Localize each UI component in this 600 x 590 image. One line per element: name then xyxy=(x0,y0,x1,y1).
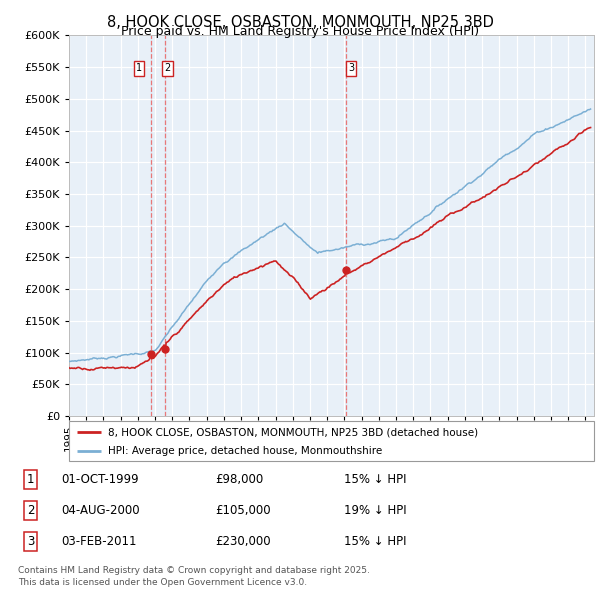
Text: 2: 2 xyxy=(27,504,34,517)
Text: 8, HOOK CLOSE, OSBASTON, MONMOUTH, NP25 3BD: 8, HOOK CLOSE, OSBASTON, MONMOUTH, NP25 … xyxy=(107,15,493,30)
Text: 3: 3 xyxy=(27,535,34,548)
Text: 1: 1 xyxy=(27,473,34,486)
Text: Price paid vs. HM Land Registry's House Price Index (HPI): Price paid vs. HM Land Registry's House … xyxy=(121,25,479,38)
Text: 04-AUG-2000: 04-AUG-2000 xyxy=(61,504,140,517)
Text: 01-OCT-1999: 01-OCT-1999 xyxy=(61,473,139,486)
Text: £98,000: £98,000 xyxy=(216,473,264,486)
Text: £230,000: £230,000 xyxy=(216,535,271,548)
Text: 8, HOOK CLOSE, OSBASTON, MONMOUTH, NP25 3BD (detached house): 8, HOOK CLOSE, OSBASTON, MONMOUTH, NP25 … xyxy=(109,427,479,437)
Text: £105,000: £105,000 xyxy=(216,504,271,517)
Text: 15% ↓ HPI: 15% ↓ HPI xyxy=(344,535,406,548)
Text: 2: 2 xyxy=(164,63,171,73)
Text: 1: 1 xyxy=(136,63,142,73)
Text: 3: 3 xyxy=(348,63,354,73)
Text: 03-FEB-2011: 03-FEB-2011 xyxy=(61,535,137,548)
Text: 15% ↓ HPI: 15% ↓ HPI xyxy=(344,473,406,486)
Text: HPI: Average price, detached house, Monmouthshire: HPI: Average price, detached house, Monm… xyxy=(109,445,383,455)
Text: Contains HM Land Registry data © Crown copyright and database right 2025.
This d: Contains HM Land Registry data © Crown c… xyxy=(18,566,370,587)
Text: 19% ↓ HPI: 19% ↓ HPI xyxy=(344,504,406,517)
